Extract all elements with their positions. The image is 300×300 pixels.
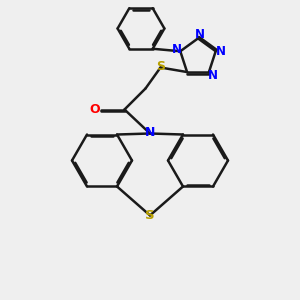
Text: S: S bbox=[145, 209, 155, 222]
Text: N: N bbox=[171, 43, 182, 56]
Text: O: O bbox=[90, 103, 101, 116]
Text: S: S bbox=[156, 60, 165, 74]
Text: N: N bbox=[194, 28, 205, 41]
Text: N: N bbox=[208, 68, 218, 82]
Text: N: N bbox=[145, 125, 155, 139]
Text: N: N bbox=[216, 45, 226, 58]
